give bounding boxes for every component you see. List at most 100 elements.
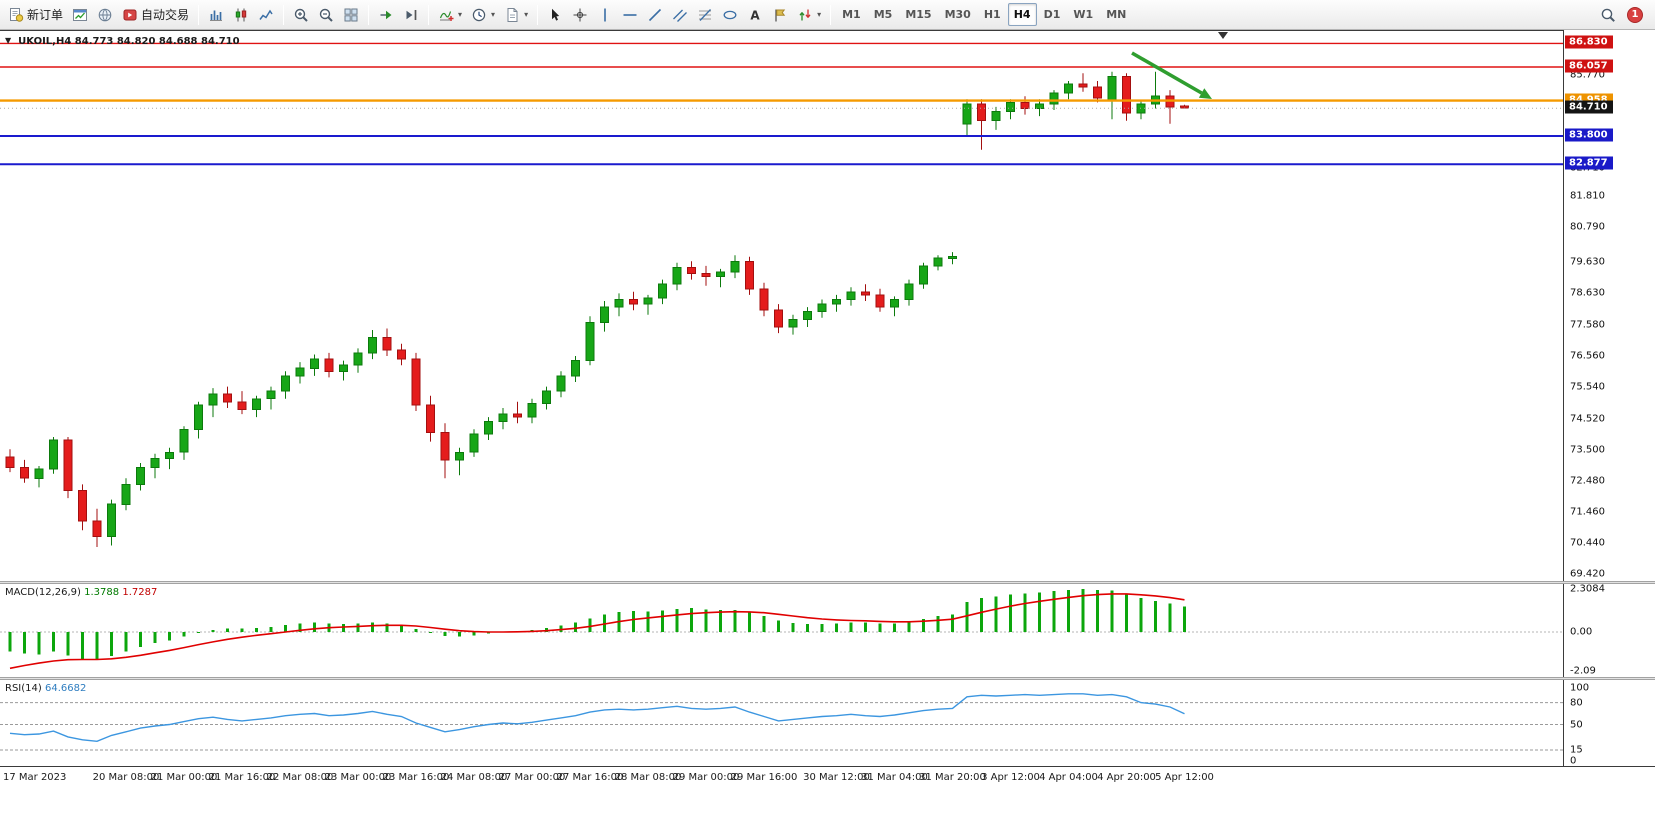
bar-chart-icon <box>208 7 224 23</box>
macd-bar <box>864 622 867 632</box>
macd-bar <box>298 623 302 632</box>
cursor-tool-button[interactable] <box>543 3 567 26</box>
fibonacci-tool-button[interactable] <box>693 3 717 26</box>
timeframe-m15-button[interactable]: M15 <box>905 8 932 21</box>
periods-button[interactable]: ▾ <box>467 3 499 26</box>
candle-body <box>933 257 943 267</box>
candle-body <box>295 367 305 377</box>
macd-bar <box>356 623 360 632</box>
price-chart-pane[interactable]: ▼ UKOIL,H4 84.773 84.820 84.688 84.710 <box>0 30 1563 581</box>
timeframe-h1-button[interactable]: H1 <box>983 8 1001 21</box>
macd-axis-label: 0.00 <box>1570 626 1593 638</box>
chart-shift-marker-icon[interactable] <box>1218 32 1228 39</box>
timeframe-mn-button[interactable]: MN <box>1106 8 1127 21</box>
price-tick: 77.580 <box>1570 319 1605 331</box>
macd-bar <box>110 632 113 657</box>
text-tool-button[interactable]: A <box>743 3 767 26</box>
horizontal-line-tool-button[interactable] <box>618 3 642 26</box>
autotrading-button[interactable]: 自动交易 <box>118 3 193 26</box>
timeframe-m1-button[interactable]: M1 <box>842 8 861 21</box>
navigator-button[interactable] <box>93 3 117 26</box>
candle-body <box>832 299 841 305</box>
trendline-tool-button[interactable] <box>643 3 667 26</box>
time-label: 29 Mar 16:00 <box>730 772 798 783</box>
timeframe-w1-button[interactable]: W1 <box>1073 8 1094 21</box>
candlestick-chart-button[interactable] <box>229 3 253 26</box>
rsi-pane[interactable]: RSI(14) 64.6682 <box>0 680 1563 766</box>
candle-body <box>774 309 783 328</box>
candle-body <box>469 433 479 453</box>
timeframe-d1-button[interactable]: D1 <box>1043 8 1061 21</box>
macd-bar <box>168 632 171 641</box>
one-click-trading-arrow-icon[interactable]: ▼ <box>5 36 12 45</box>
macd-bar <box>646 611 650 632</box>
templates-button[interactable]: ▾ <box>500 3 532 26</box>
macd-pane[interactable]: MACD(12,26,9) 1.3788 1.7287 <box>0 584 1563 677</box>
candle-body <box>49 439 58 470</box>
trend-arrow-annotation[interactable] <box>1131 51 1212 99</box>
candle-body <box>1049 92 1059 105</box>
macd-bar <box>197 632 200 633</box>
time-label: 28 Mar 08:00 <box>614 772 682 783</box>
crosshair-icon <box>572 7 588 23</box>
line-chart-button[interactable] <box>254 3 278 26</box>
macd-bar <box>385 623 389 632</box>
macd-bar <box>719 610 722 632</box>
macd-bar <box>1038 592 1041 632</box>
bar-chart-button[interactable] <box>204 3 228 26</box>
macd-signal-value: 1.7287 <box>122 587 158 598</box>
candle-body <box>368 337 377 354</box>
channel-tool-button[interactable] <box>668 3 692 26</box>
price-tick: 70.440 <box>1570 537 1605 549</box>
pane-divider-rsi[interactable] <box>0 677 1655 680</box>
macd-bar <box>255 627 258 632</box>
candle-body <box>730 260 740 273</box>
svg-text:A: A <box>750 8 760 22</box>
toolbar-separator <box>198 4 200 25</box>
macd-bar <box>1110 590 1114 632</box>
macd-name: MACD(12,26,9) <box>5 587 81 598</box>
label-tool-button[interactable] <box>768 3 792 26</box>
macd-signal-line <box>9 593 1185 670</box>
candle-body <box>1035 103 1044 110</box>
macd-bar <box>400 625 403 632</box>
notification-badge[interactable]: 1 <box>1627 6 1643 23</box>
search-button[interactable] <box>1596 3 1620 26</box>
pane-divider-macd[interactable] <box>0 581 1655 584</box>
macd-bar <box>284 624 287 632</box>
candle-body <box>817 303 827 313</box>
line-chart-icon <box>258 7 274 23</box>
ellipse-tool-button[interactable] <box>718 3 742 26</box>
chart-title: ▼ UKOIL,H4 84.773 84.820 84.688 84.710 <box>5 36 240 47</box>
chart-shift-button[interactable] <box>399 3 423 26</box>
time-label: 3 Apr 12:00 <box>981 772 1040 783</box>
timeframe-m30-button[interactable]: M30 <box>944 8 971 21</box>
price-tick: 80.790 <box>1570 221 1605 233</box>
candlestick-chart[interactable] <box>0 31 1563 582</box>
charts-window-button[interactable] <box>68 3 92 26</box>
candle-body <box>136 467 145 485</box>
macd-bar <box>443 632 447 637</box>
rsi-chart <box>0 693 1563 751</box>
auto-scroll-button[interactable] <box>374 3 398 26</box>
new-order-button[interactable]: 新订单 <box>4 3 67 26</box>
macd-bar <box>1139 598 1143 632</box>
price-tick: 69.420 <box>1570 568 1605 580</box>
macd-bar <box>878 623 882 632</box>
vertical-line-tool-button[interactable] <box>593 3 617 26</box>
zoom-in-button[interactable] <box>289 3 313 26</box>
timeframe-h4-button[interactable]: H4 <box>1007 3 1037 26</box>
zoom-out-button[interactable] <box>314 3 338 26</box>
arrows-tool-button[interactable]: ▾ <box>793 3 825 26</box>
rsi-axis-label: 15 <box>1570 744 1583 756</box>
indicators-button[interactable]: ▾ <box>434 3 466 26</box>
candle-body <box>571 360 580 377</box>
tile-windows-button[interactable] <box>339 3 363 26</box>
macd-bar <box>762 616 766 632</box>
candle-body <box>658 283 667 299</box>
crosshair-tool-button[interactable] <box>568 3 592 26</box>
toolbar-right: 1 <box>1596 3 1651 26</box>
timeframe-m5-button[interactable]: M5 <box>873 8 893 21</box>
macd-bar <box>994 596 998 632</box>
